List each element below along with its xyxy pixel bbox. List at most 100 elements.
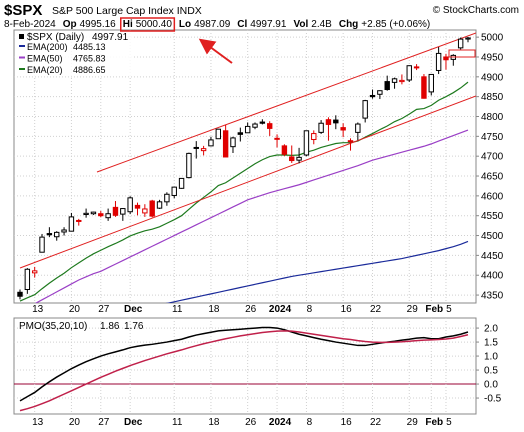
candle-body — [391, 78, 398, 83]
x-tick-label: 5 — [446, 417, 452, 428]
x-tick-label: Feb — [425, 417, 443, 428]
indicator-grid — [14, 318, 476, 414]
candle-body — [333, 119, 339, 124]
x-tick-label: 8 — [307, 304, 313, 315]
quote-value: 2.4B — [311, 19, 332, 30]
candle-body — [46, 233, 53, 236]
candle-body — [443, 56, 449, 61]
x-tick-label: 27 — [98, 417, 110, 428]
candle-body — [222, 130, 229, 158]
x-tick-label: 11 — [172, 417, 183, 428]
legend-value: 4765.83 — [73, 54, 106, 64]
candle-body — [105, 213, 111, 219]
candle-body — [296, 156, 302, 161]
candle-body — [83, 212, 89, 216]
candle-body — [17, 291, 23, 297]
moving-averages — [19, 81, 469, 303]
x-tick-label: 26 — [245, 304, 257, 315]
candle-body — [208, 139, 214, 147]
candle-body — [164, 193, 170, 203]
quote-label: Hi — [123, 19, 133, 30]
line — [19, 330, 469, 412]
legend: $SPX (Daily) 4997.91 EMA(200) 4485.13 EMA(50… — [16, 31, 144, 332]
x-tick-label: 13 — [32, 417, 44, 428]
y-tick-label: 4900 — [481, 72, 504, 83]
candle-body — [355, 123, 361, 133]
candle-body — [347, 140, 354, 143]
y-tick-label: 0.5 — [484, 366, 498, 377]
y-tick-label: 0.0 — [484, 380, 498, 391]
x-tick-label: 13 — [32, 304, 44, 315]
quote-value: 4987.09 — [194, 19, 231, 30]
quote-label: Op — [63, 19, 77, 30]
y-tick-label: 5000 — [481, 33, 504, 44]
candle-body — [421, 76, 427, 99]
candle-body — [200, 148, 207, 152]
annotation-arrow — [198, 38, 233, 64]
candle-body — [215, 128, 221, 140]
legend-swatch — [19, 56, 25, 59]
legend-value: 4886.65 — [73, 65, 106, 75]
candle-body — [311, 133, 317, 141]
indicator-value: 1.86 — [100, 321, 120, 332]
x-tick-label: 5 — [446, 304, 452, 315]
x-tick-label: 2024 — [269, 417, 292, 428]
candle-body — [61, 229, 67, 233]
candle-body — [318, 122, 324, 133]
quote-label: Cl — [237, 19, 247, 30]
y-tick-label: 4700 — [481, 152, 504, 163]
candle-body — [193, 146, 199, 149]
candle-body — [252, 123, 258, 128]
candle-body — [274, 137, 280, 140]
x-tick-label: 29 — [407, 304, 419, 315]
candle-body — [457, 38, 464, 49]
y-tick-label: 4750 — [481, 132, 504, 143]
x-tick-label: 22 — [370, 304, 382, 315]
y-tick-label: 1.0 — [484, 352, 498, 363]
candle-body — [377, 90, 383, 95]
candle-body — [325, 119, 332, 125]
channel-upper — [96, 32, 476, 173]
candle-body — [54, 231, 60, 238]
legend-label: EMA(20) — [27, 65, 63, 75]
candle-body — [303, 130, 310, 156]
candle-body — [149, 200, 155, 217]
candle-body — [237, 132, 244, 135]
candle-body — [127, 197, 133, 213]
candle-body — [142, 208, 148, 214]
indicator-title: PMO(35,20,10) — [19, 321, 87, 332]
quote-label: Vol — [293, 19, 308, 30]
legend-label: EMA(50) — [27, 54, 63, 64]
y-tick-label: 4450 — [481, 251, 504, 262]
y-tick-label: 4650 — [481, 172, 504, 183]
x-tick-label: Dec — [124, 304, 143, 315]
line — [19, 81, 469, 302]
candle-body — [156, 201, 163, 209]
candle-body — [120, 208, 126, 215]
candle-body — [435, 52, 442, 71]
candle-body — [134, 204, 141, 209]
y-tick-label: 4600 — [481, 191, 504, 202]
legend-value: 4485.13 — [73, 42, 106, 52]
quote-label: Lo — [179, 19, 191, 30]
candle-body — [98, 213, 104, 217]
quote-value: 4997.91 — [250, 19, 287, 30]
indicator-panel — [13, 317, 477, 415]
candle-body — [369, 94, 376, 98]
legend-swatch — [19, 68, 25, 70]
candle-body — [186, 152, 192, 179]
x-tick-label: 20 — [69, 417, 81, 428]
x-tick-label: Feb — [425, 304, 443, 315]
line — [34, 129, 469, 303]
axes: 4350 4400 4450 4500 4550 4600 4650 4700 4750 4800… — [32, 33, 504, 428]
y-tick-label: 4850 — [481, 92, 504, 103]
quote-line: 8-Feb-2024 Op 4995.16 Hi 5000.40 Lo 4987.09 Cl 4… — [4, 19, 430, 30]
candle-body — [230, 137, 236, 148]
x-tick-label: 20 — [69, 304, 81, 315]
candle-body — [384, 81, 390, 91]
chart-subtitle: S&P 500 Large Cap Index INDX — [52, 5, 202, 17]
chart-title: $SPX — [4, 2, 42, 19]
y-tick-label: 4550 — [481, 211, 504, 222]
candle-body — [406, 65, 412, 81]
x-tick-label: 16 — [341, 417, 353, 428]
